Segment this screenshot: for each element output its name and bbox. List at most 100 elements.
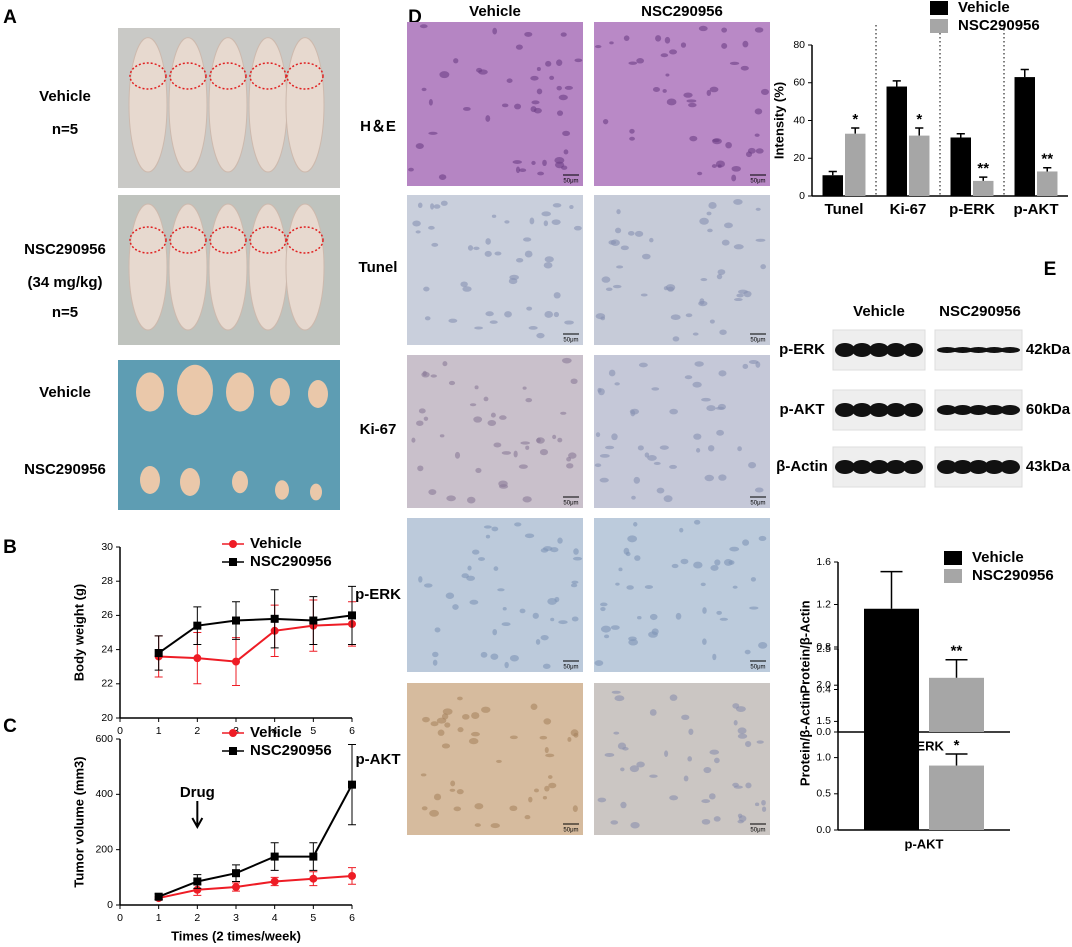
cell — [716, 274, 723, 280]
band — [1000, 460, 1020, 474]
marker — [348, 871, 356, 880]
band — [835, 403, 855, 417]
cell — [524, 814, 531, 820]
cell — [749, 606, 759, 610]
cell — [423, 583, 433, 588]
cell — [700, 278, 708, 282]
x-tick-label: 4 — [272, 725, 278, 737]
cell — [529, 217, 535, 225]
cell — [533, 788, 539, 793]
cell — [693, 561, 703, 569]
legend-label: NSC290956 — [958, 17, 1040, 34]
mouse-body — [168, 37, 208, 173]
marker — [229, 729, 237, 737]
marker — [232, 657, 240, 666]
marker — [193, 654, 202, 663]
cell — [731, 174, 737, 182]
row-label: Tunel — [359, 259, 398, 276]
cell — [444, 722, 451, 728]
cell — [733, 297, 743, 302]
cell — [475, 467, 482, 473]
cell — [574, 58, 583, 63]
cell — [616, 209, 621, 215]
cell — [491, 526, 499, 532]
histology-image — [594, 355, 770, 508]
histology-image — [407, 22, 583, 186]
cell — [687, 756, 693, 762]
cell — [714, 559, 721, 566]
significance: ** — [1041, 151, 1053, 168]
cell — [408, 167, 414, 172]
cell — [457, 696, 463, 701]
bar — [1014, 77, 1035, 196]
legend-swatch — [944, 569, 962, 583]
cell — [411, 437, 416, 443]
x-axis-label: p-AKT — [905, 836, 944, 851]
cell — [680, 42, 687, 48]
cell — [755, 207, 761, 211]
band — [968, 347, 989, 353]
cell — [474, 823, 481, 827]
row-label: Ki-67 — [360, 421, 397, 438]
cell — [485, 534, 491, 539]
cell — [601, 276, 611, 283]
error-bar — [828, 170, 837, 176]
cell — [611, 433, 618, 441]
cell — [697, 171, 703, 176]
cell — [736, 293, 744, 298]
band — [903, 343, 923, 357]
error-bar — [1020, 68, 1029, 78]
band — [886, 343, 906, 357]
mouse-body — [128, 37, 168, 173]
cell — [456, 789, 464, 795]
cell — [620, 767, 625, 772]
y-tick-label: 20 — [101, 712, 113, 724]
scale-bar-label: 50μm — [563, 828, 578, 834]
cell — [737, 733, 748, 739]
cell — [442, 361, 448, 367]
cell — [641, 253, 651, 260]
cell — [761, 799, 766, 806]
cell — [712, 653, 717, 661]
cell — [564, 85, 573, 90]
cell — [543, 262, 553, 269]
marker — [270, 614, 279, 623]
cell — [700, 582, 706, 587]
cell — [572, 805, 578, 813]
cell — [430, 721, 439, 727]
cell — [430, 203, 435, 210]
band — [937, 460, 957, 474]
cell — [439, 71, 450, 79]
y-tick-label: 400 — [95, 788, 113, 800]
cell — [669, 694, 678, 701]
cell — [629, 128, 635, 134]
band — [835, 460, 855, 474]
cell — [496, 759, 502, 763]
cell — [489, 320, 498, 324]
band — [937, 347, 957, 353]
legend-label: Vehicle — [250, 724, 302, 741]
cell — [433, 793, 442, 801]
y-tick-label: 0.8 — [816, 641, 831, 653]
y-axis-label: Protein/β-Actin — [797, 693, 812, 786]
marker — [309, 874, 318, 883]
cell — [602, 119, 609, 125]
cell — [467, 245, 474, 251]
cell — [616, 265, 624, 269]
cell — [461, 573, 469, 579]
cell — [432, 659, 438, 666]
row-label: NSC290956 — [24, 241, 106, 258]
cell — [634, 555, 641, 561]
band — [952, 460, 973, 474]
band — [903, 403, 923, 417]
cell — [514, 103, 522, 110]
cell — [683, 775, 689, 782]
cell — [557, 537, 563, 544]
cell — [487, 420, 497, 427]
cell — [742, 539, 750, 546]
x-tick-label: 0 — [117, 725, 123, 737]
x-tick-label: Tunel — [825, 201, 864, 218]
cell — [474, 326, 483, 330]
marker — [193, 621, 202, 630]
